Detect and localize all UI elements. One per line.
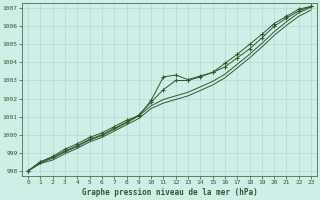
- X-axis label: Graphe pression niveau de la mer (hPa): Graphe pression niveau de la mer (hPa): [82, 188, 258, 197]
